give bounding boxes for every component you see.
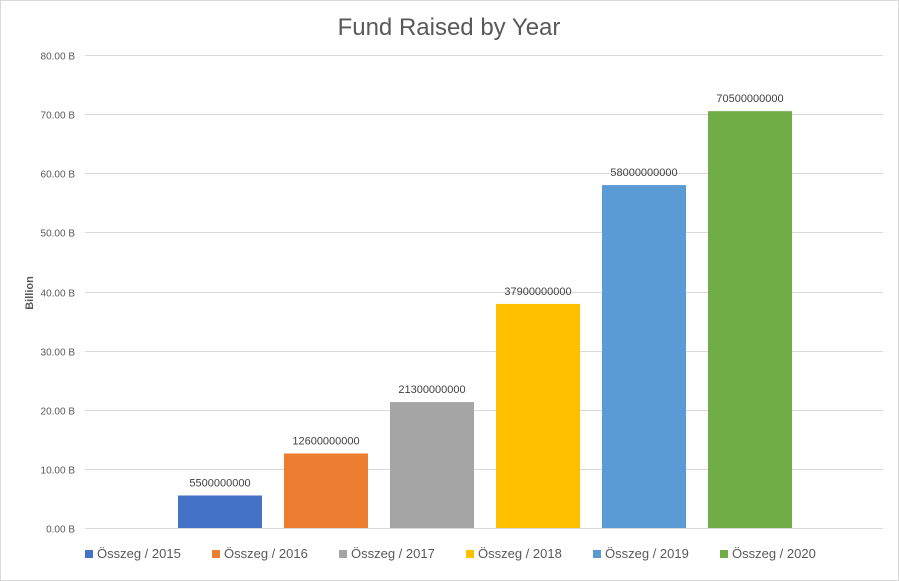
y-tick-label: 40.00 B: [41, 289, 76, 300]
data-label: 5500000000: [189, 477, 250, 489]
legend-swatch: [466, 550, 474, 558]
y-tick-label: 10.00 B: [41, 466, 76, 477]
y-tick-label: 70.00 B: [41, 111, 76, 122]
legend-swatch: [212, 550, 220, 558]
data-label: 58000000000: [610, 167, 677, 179]
bar: [178, 495, 262, 528]
data-label: 12600000000: [292, 436, 359, 448]
legend-swatch: [593, 550, 601, 558]
data-labels: 5500000000 12600000000 21300000000 37900000…: [189, 93, 783, 489]
bar: [602, 185, 686, 528]
y-tick-label: 60.00 B: [41, 170, 76, 181]
legend-item: Összeg / 2016: [212, 546, 308, 561]
legend-label: Összeg / 2020: [732, 546, 816, 561]
bar: [496, 303, 580, 528]
legend-label: Összeg / 2018: [478, 546, 562, 561]
legend-item: Összeg / 2019: [593, 546, 689, 561]
legend-label: Összeg / 2019: [605, 546, 689, 561]
y-axis-label: Billion: [24, 276, 36, 310]
legend-item: Összeg / 2017: [339, 546, 435, 561]
y-tick-labels: 0.00 B 10.00 B 20.00 B 30.00 B 40.00 B 50.00 …: [41, 52, 76, 536]
bar: [390, 402, 474, 528]
legend-swatch: [720, 550, 728, 558]
bar: [284, 453, 368, 528]
legend-item: Összeg / 2015: [85, 546, 181, 561]
bars: [178, 111, 792, 528]
data-label: 70500000000: [716, 93, 783, 105]
legend-label: Összeg / 2016: [224, 546, 308, 561]
y-tick-label: 80.00 B: [41, 52, 76, 63]
legend-item: Összeg / 2020: [720, 546, 816, 561]
chart-title: Fund Raised by Year: [338, 14, 561, 41]
gridlines: [85, 55, 883, 529]
legend: Összeg / 2015 Összeg / 2016 Összeg / 2017 Ö…: [85, 546, 816, 561]
bar: [708, 111, 792, 528]
y-tick-label: 30.00 B: [41, 348, 76, 359]
y-tick-label: 0.00 B: [46, 525, 75, 536]
y-tick-label: 50.00 B: [41, 229, 76, 240]
legend-item: Összeg / 2018: [466, 546, 562, 561]
legend-label: Összeg / 2017: [351, 546, 435, 561]
y-tick-label: 20.00 B: [41, 407, 76, 418]
legend-label: Összeg / 2015: [97, 546, 181, 561]
data-label: 37900000000: [504, 286, 571, 298]
data-label: 21300000000: [398, 384, 465, 396]
legend-swatch: [339, 550, 347, 558]
legend-swatch: [85, 550, 93, 558]
